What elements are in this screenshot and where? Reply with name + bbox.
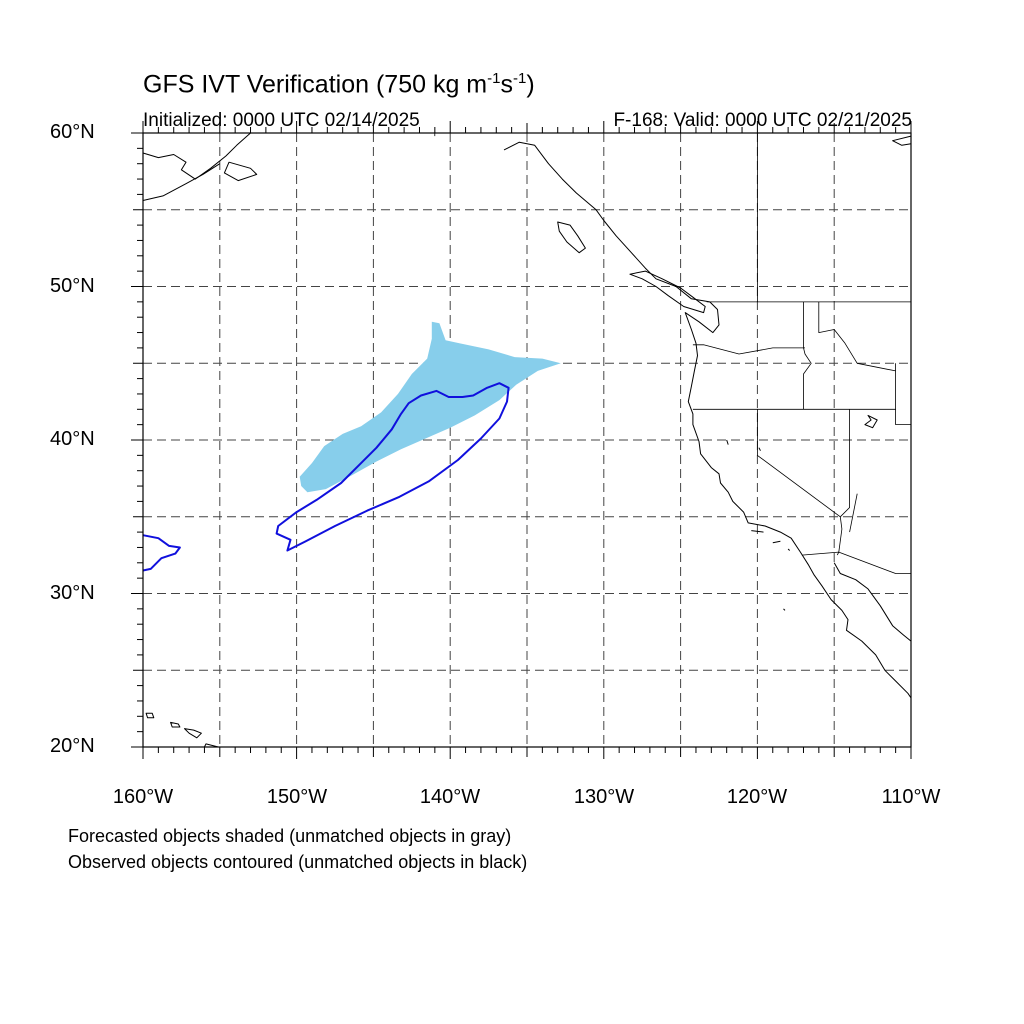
footnote-observed: Observed objects contoured (unmatched ob…	[68, 852, 528, 872]
lake-outline	[726, 439, 729, 445]
hawaii-island	[184, 728, 202, 739]
political-border	[849, 493, 858, 533]
vancouver-island	[629, 270, 706, 314]
lon-label-150w: 150°W	[266, 786, 328, 808]
forecast-object-shaded	[299, 321, 561, 493]
hawaii-island	[145, 712, 155, 719]
lon-label-140w: 140°W	[419, 786, 481, 808]
northern-lake-coast	[892, 135, 912, 146]
political-border	[840, 409, 850, 518]
lake-outline	[758, 447, 761, 451]
alaska-peninsula-coast	[142, 163, 221, 201]
channel-island	[783, 608, 786, 611]
observed-object-contour	[275, 382, 510, 552]
alaska-coast	[142, 132, 251, 180]
initialized-label: Initialized: 0000 UTC 02/14/2025	[143, 110, 420, 131]
channel-island	[787, 548, 791, 551]
political-border	[803, 301, 812, 410]
footnote-forecast: Forecasted objects shaded (unmatched obj…	[68, 826, 512, 846]
lake-outline	[864, 414, 878, 429]
haida-gwaii	[557, 221, 586, 254]
lon-label-110w: 110°W	[881, 786, 941, 808]
observed-object-contour-west	[142, 534, 181, 572]
lat-label-40n: 40°N	[50, 428, 95, 450]
valid-time-label: F-168: Valid: 0000 UTC 02/21/2025	[613, 110, 912, 131]
lat-label-60n: 60°N	[50, 121, 95, 143]
political-border	[836, 551, 840, 556]
map-frame	[142, 132, 912, 748]
lat-label-50n: 50°N	[50, 275, 95, 297]
channel-island	[772, 540, 781, 544]
lon-label-120w: 120°W	[726, 786, 788, 808]
lon-label-130w: 130°W	[573, 786, 635, 808]
political-border	[757, 409, 841, 518]
hawaii-island	[170, 721, 181, 728]
lat-lon-grid	[143, 133, 911, 747]
lon-label-160w: 160°W	[112, 786, 174, 808]
kodiak-island	[223, 161, 258, 182]
political-border	[818, 301, 896, 372]
channel-island	[751, 530, 764, 533]
lat-label-30n: 30°N	[50, 582, 95, 604]
political-border	[895, 363, 911, 425]
lat-label-20n: 20°N	[50, 735, 95, 757]
coastline	[503, 141, 912, 699]
political-border	[801, 551, 911, 574]
political-border	[838, 516, 843, 553]
political-border	[692, 344, 805, 355]
axis-ticks	[131, 121, 912, 759]
gulf-of-california-coast	[833, 562, 912, 642]
chart-title: GFS IVT Verification (750 kg m-1s-1)	[143, 70, 535, 99]
